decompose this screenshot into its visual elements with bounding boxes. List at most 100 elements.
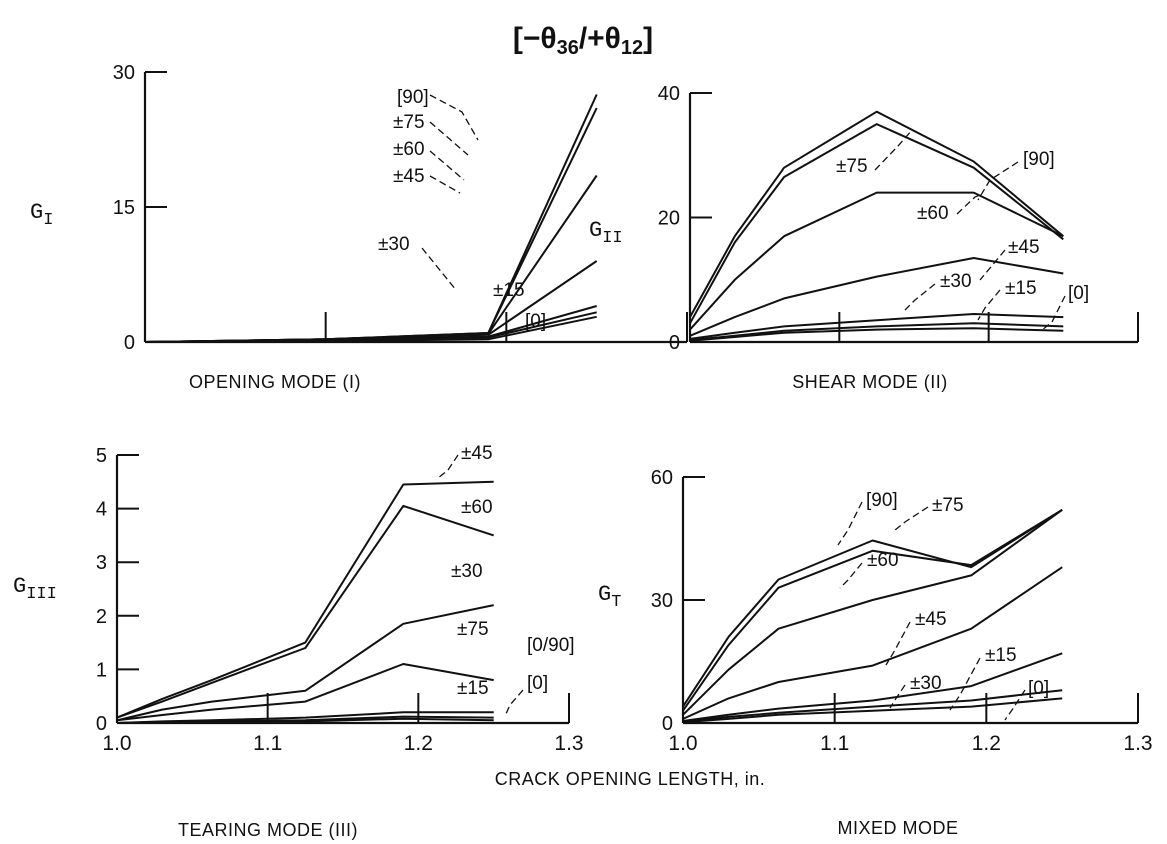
series-label: ±75: [393, 112, 425, 133]
x-tick-label: 1.1: [820, 732, 849, 755]
series-label: ±60: [867, 550, 899, 571]
series-label: ±60: [461, 497, 493, 518]
series-label: [0]: [1068, 283, 1089, 304]
series-label: ±75: [932, 495, 964, 516]
leader-line: [889, 684, 906, 709]
leader-line: [839, 562, 863, 589]
series-line: [116, 604, 494, 722]
series-label: ±45: [915, 609, 947, 630]
series-label: [90]: [1023, 149, 1055, 170]
series-line: [116, 717, 494, 724]
series-label: [0]: [525, 311, 546, 332]
series-line: [689, 322, 1064, 342]
leader-line: [429, 150, 465, 181]
y-tick-label: 2: [96, 606, 107, 628]
series-label: ±15: [985, 645, 1017, 666]
y-axis-label: GIII: [13, 574, 57, 604]
series-line: [682, 508, 1063, 716]
series-line: [116, 504, 495, 719]
leader-line: [504, 689, 524, 717]
series-label: [90]: [397, 87, 429, 108]
y-tick-label: 15: [113, 197, 135, 219]
y-tick-label: 0: [662, 713, 673, 735]
series-label: ±75: [457, 619, 489, 640]
series-line: [682, 508, 1063, 712]
x-tick-label: 1.2: [972, 732, 1001, 755]
y-tick-label: 1: [96, 659, 107, 681]
y-tick-label: 3: [96, 552, 107, 574]
series-label: ±75: [836, 156, 868, 177]
x-tick-label: 1.0: [668, 732, 697, 755]
leader-line: [437, 454, 459, 479]
series-label: [0/90]: [527, 635, 575, 656]
panel-caption: TEARING MODE (III): [178, 820, 358, 840]
y-tick-label: 0: [669, 332, 680, 354]
series-label: ±15: [493, 280, 525, 301]
series-line: [689, 313, 1064, 340]
y-tick-label: 4: [96, 499, 107, 521]
series-label: ±30: [910, 673, 942, 694]
y-tick-label: 30: [113, 62, 135, 84]
leader-line: [429, 94, 479, 141]
series-label: ±15: [1005, 278, 1037, 299]
y-tick-label: 30: [651, 590, 673, 612]
leader-line: [421, 247, 457, 291]
series-label: ±30: [451, 561, 483, 582]
series-line: [682, 566, 1063, 720]
y-tick-label: 40: [658, 83, 680, 105]
x-tick-label: 1.2: [404, 732, 433, 755]
leader-line: [837, 501, 863, 546]
leader-line: [1041, 295, 1066, 331]
series-line: [116, 663, 494, 722]
panel-caption: MIXED MODE: [837, 818, 958, 838]
chart-panel-4: 0 30 60 1.0 1.1 1.2 1.3 GT MIXED MODE [90] ±75 ±60 ±…: [598, 467, 1153, 838]
chart-panel-3: 0 1 2 3 4 5 1.0 1.1 1.2 1.3 GIII TEARING MODE (III)…: [13, 443, 584, 840]
series-line: [689, 110, 1064, 318]
y-tick-label: 60: [651, 467, 673, 489]
figure-title: [−θ36/+θ12]: [513, 22, 653, 59]
shared-x-axis-label: CRACK OPENING LENGTH, in.: [495, 769, 766, 789]
y-axis-label: GT: [598, 582, 621, 612]
series-label: ±30: [940, 271, 972, 292]
leader-line: [956, 194, 981, 215]
leader-line: [904, 283, 936, 311]
series-label: [0]: [1028, 678, 1049, 699]
panel-caption: OPENING MODE (I): [189, 372, 361, 392]
x-tick-label: 1.0: [102, 732, 131, 755]
series-line: [689, 123, 1064, 324]
leader-line: [429, 121, 469, 156]
y-axis-label: GII: [589, 218, 623, 248]
leader-line: [429, 175, 461, 194]
y-tick-label: 20: [658, 208, 680, 230]
chart-panel-1: 0 15 30 GI OPENING MODE (I) [90] ±75 ±60 ±45 ±30 ±…: [30, 62, 688, 392]
series-label: [90]: [866, 490, 898, 511]
series-line: [689, 327, 1064, 342]
y-axis-label: GI: [30, 200, 53, 230]
chart-panel-2: 0 20 40 GII SHEAR MODE (II) [90] ±75 ±60 ±45 ±30 ±…: [589, 83, 1139, 392]
series-line: [144, 315, 597, 343]
leader-line: [949, 657, 981, 711]
leader-line: [979, 249, 1006, 281]
series-label: ±60: [393, 139, 425, 160]
series-label: ±45: [1008, 237, 1040, 258]
leader-line: [977, 289, 1001, 321]
series-label: ±45: [393, 166, 425, 187]
panel-caption: SHEAR MODE (II): [792, 372, 948, 392]
series-label: ±30: [378, 234, 410, 255]
leader-line: [894, 506, 929, 531]
series-label: [0]: [527, 673, 548, 694]
x-tick-label: 1.1: [253, 732, 282, 755]
series-label: ±60: [917, 203, 949, 224]
series-line: [682, 689, 1063, 723]
series-line: [144, 94, 598, 343]
leader-line: [874, 129, 913, 171]
series-line: [689, 191, 1064, 331]
series-line: [689, 257, 1064, 337]
y-tick-label: 0: [96, 713, 107, 735]
y-tick-label: 5: [96, 445, 107, 467]
series-label: ±15: [457, 678, 489, 699]
series-label: ±45: [461, 443, 493, 464]
x-tick-label: 1.3: [1123, 732, 1152, 755]
x-tick-label: 1.3: [554, 732, 583, 755]
